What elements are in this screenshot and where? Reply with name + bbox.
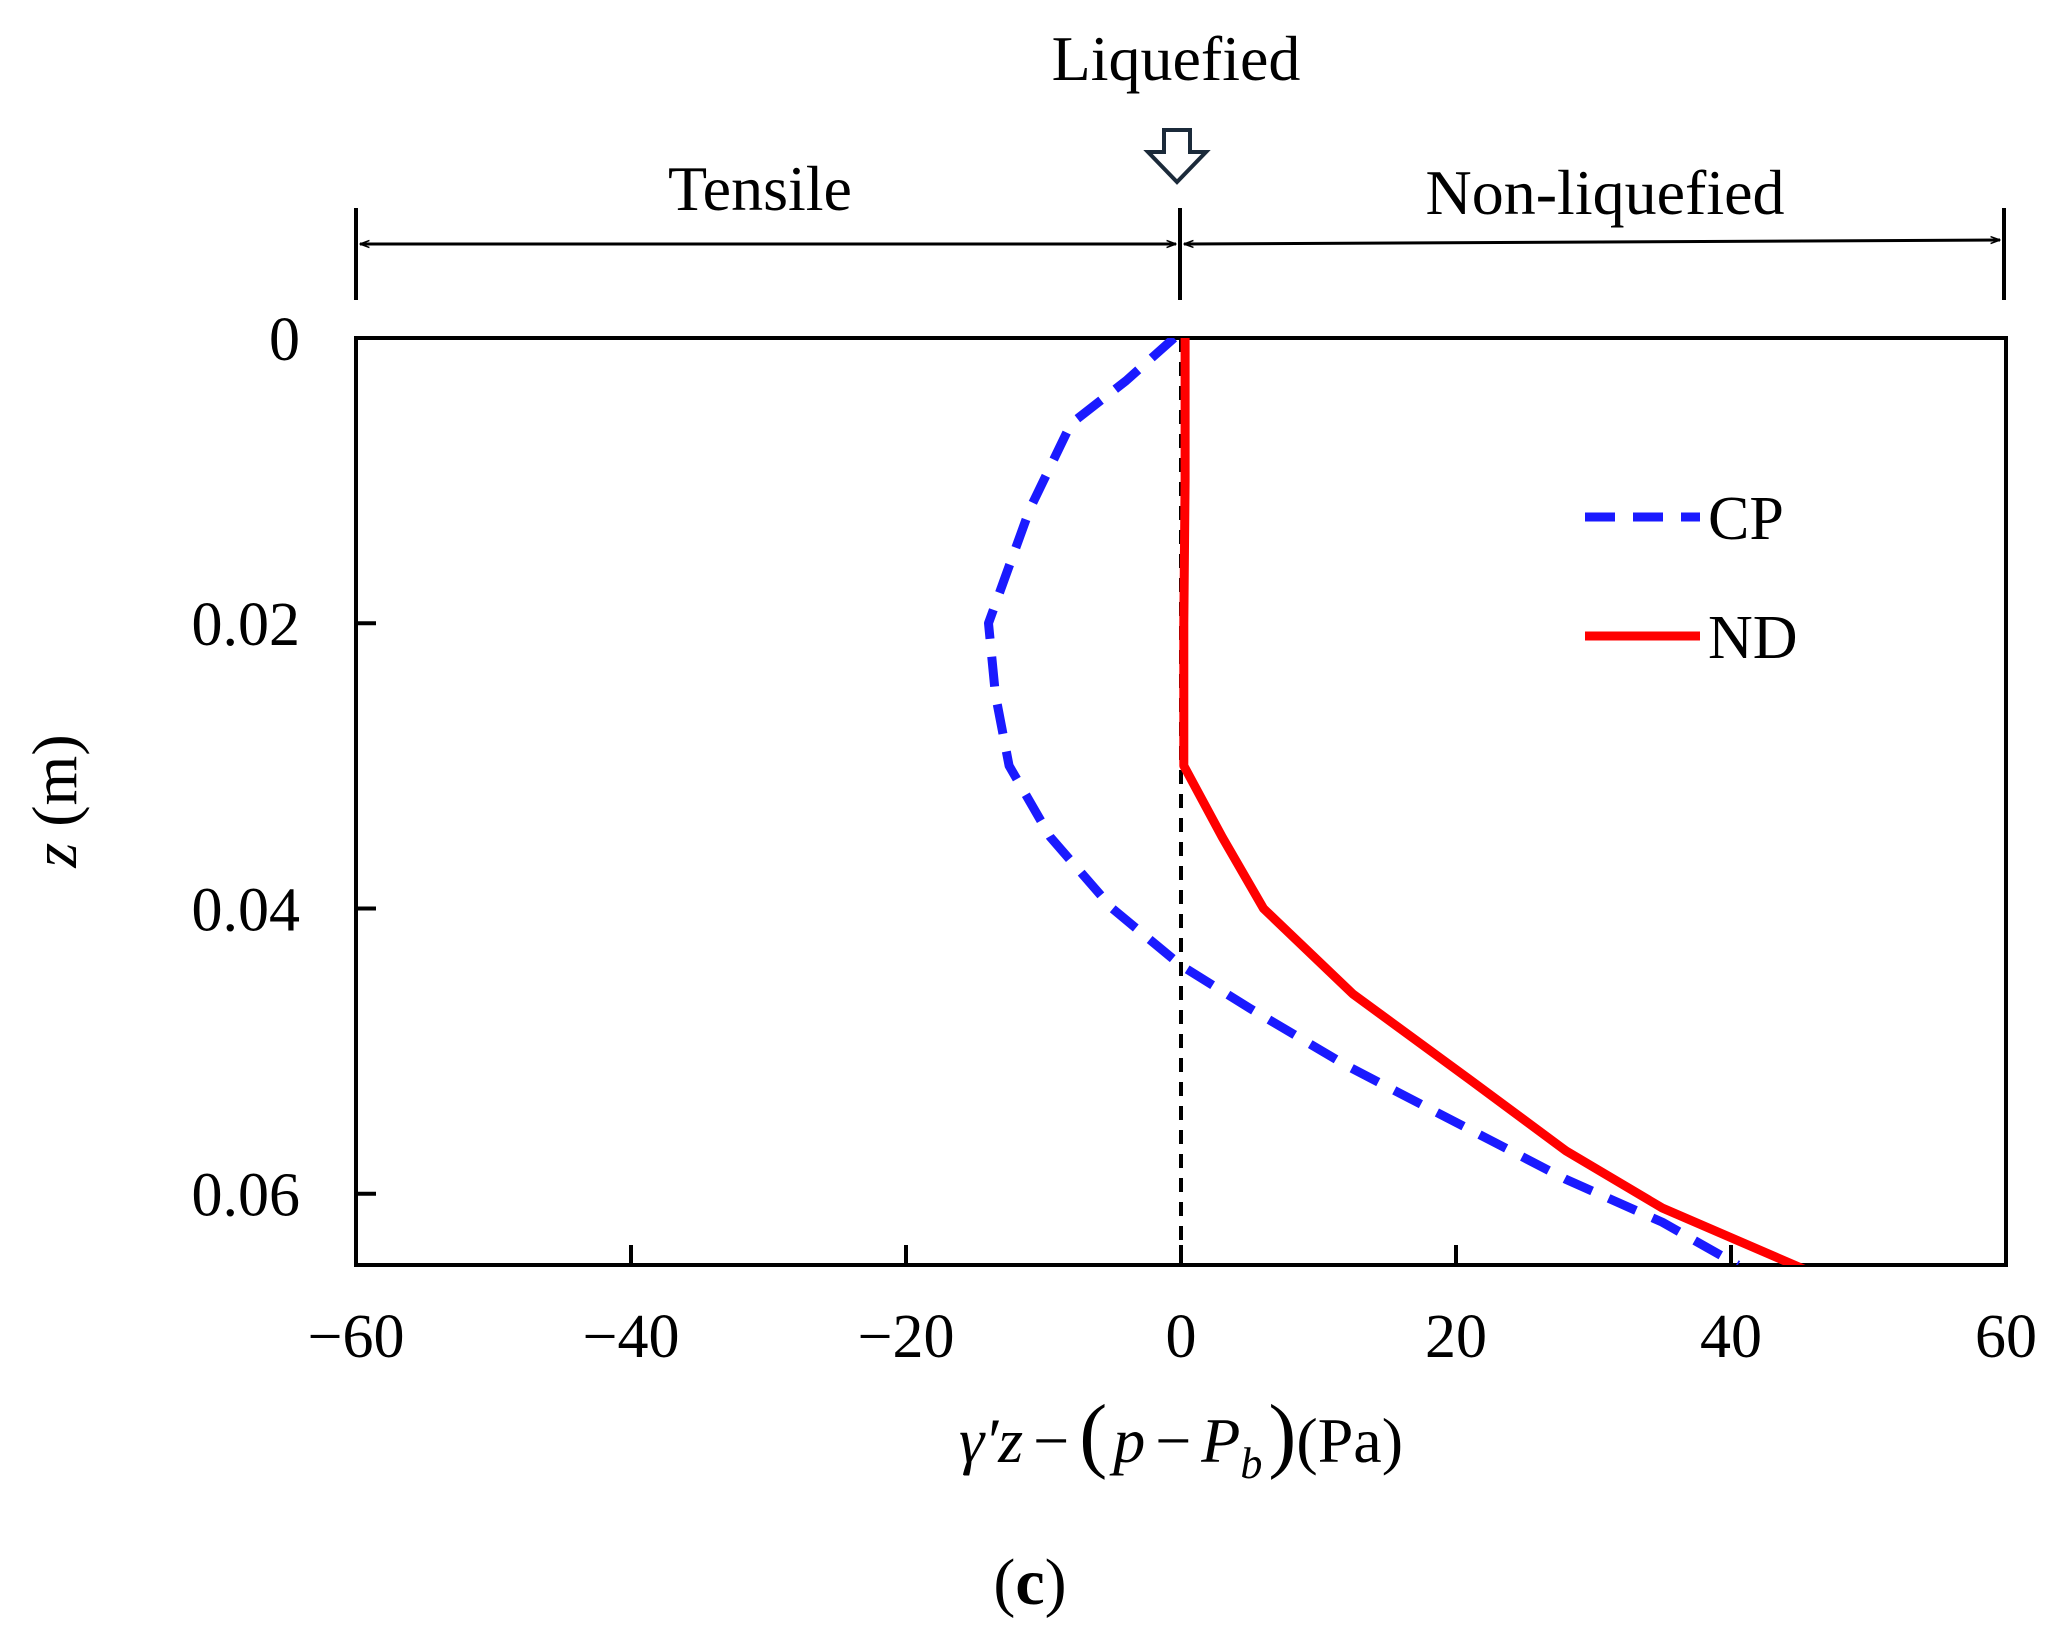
- legend: CP ND: [1585, 485, 1798, 672]
- x-axis-label: γ′z − (p − Pb)(Pa): [959, 1388, 1403, 1488]
- x-tick-labels: −60 −40 −20 0 20 40 60: [308, 1303, 2037, 1371]
- legend-label-nd: ND: [1708, 604, 1798, 672]
- x-tick-label: −40: [583, 1303, 680, 1371]
- panel-label: (c): [993, 1546, 1066, 1619]
- liquefied-down-arrow-icon: [1143, 128, 1211, 185]
- liquefied-label: Liquefied: [1052, 23, 1301, 94]
- x-tick-label: 0: [1166, 1303, 1197, 1371]
- x-tick-label: 60: [1975, 1303, 2037, 1371]
- region-label-non-liquefied: Non-liquefied: [1426, 157, 1785, 228]
- y-axis-label: z (m): [19, 734, 90, 868]
- y-tick-label: 0.06: [192, 1162, 301, 1230]
- y-tick-label: 0.04: [192, 876, 301, 944]
- x-tick-label: −60: [308, 1303, 405, 1371]
- y-tick-label: 0.02: [192, 591, 301, 659]
- x-tick-label: 20: [1425, 1303, 1487, 1371]
- region-label-tensile: Tensile: [668, 153, 852, 224]
- y-ticks: [356, 336, 376, 1196]
- region-bracket: [354, 208, 2006, 300]
- x-tick-label: 40: [1700, 1303, 1762, 1371]
- x-tick-label: −20: [858, 1303, 955, 1371]
- series-cp-line: [984, 338, 1741, 1265]
- non-liquefied-arrow: [1184, 240, 2000, 244]
- y-tick-label: 0: [269, 306, 300, 374]
- series-nd-line: [1179, 338, 1806, 1265]
- legend-label-cp: CP: [1708, 485, 1784, 553]
- y-tick-labels: 0 0.02 0.04 0.06: [192, 306, 301, 1230]
